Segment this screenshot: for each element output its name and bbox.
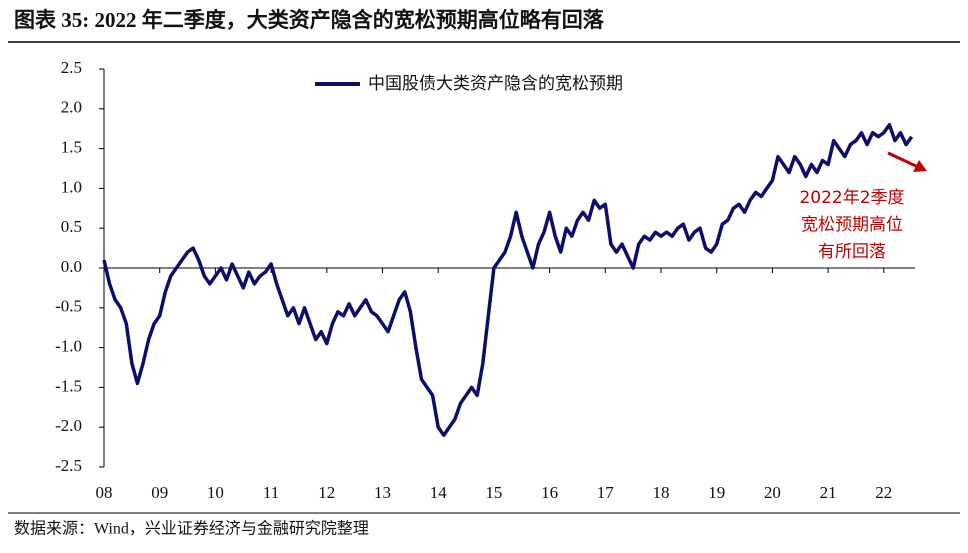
y-tick-label: -2.0 [55, 416, 82, 435]
annotation: 宽松预期高位 [801, 215, 903, 235]
x-tick-label: 09 [151, 483, 168, 502]
x-tick-label: 13 [374, 483, 391, 502]
y-tick-label: 1.0 [61, 177, 82, 196]
x-tick-label: 12 [318, 483, 335, 502]
x-tick-label: 14 [430, 483, 448, 502]
legend-label: 中国股债大类资产隐含的宽松预期 [368, 74, 623, 94]
y-tick-label: -2.5 [55, 456, 82, 475]
y-tick-label: 0.0 [61, 257, 82, 276]
annotation-arrow [887, 151, 919, 169]
x-tick-label: 16 [541, 483, 558, 502]
x-tick-label: 20 [764, 483, 781, 502]
x-tick-label: 22 [875, 483, 892, 502]
annotation-arrowhead [913, 160, 927, 172]
y-tick-label: 1.5 [61, 138, 82, 157]
x-tick-label: 19 [708, 483, 725, 502]
source-note: 数据来源：Wind，兴业证券经济与金融研究院整理 [14, 520, 369, 538]
x-tick-label: 18 [653, 483, 670, 502]
y-tick-label: -1.5 [55, 376, 82, 395]
x-tick-label: 08 [96, 483, 113, 502]
x-tick-label: 15 [485, 483, 502, 502]
x-tick-label: 10 [207, 483, 224, 502]
y-tick-label: 2.0 [61, 98, 82, 117]
annotation: 2022年2季度 [799, 188, 904, 208]
x-tick-label: 21 [820, 483, 837, 502]
y-tick-label: -1.0 [55, 337, 82, 356]
y-tick-label: 2.5 [61, 58, 82, 77]
series-line [102, 122, 914, 437]
x-tick-label: 11 [263, 483, 279, 502]
x-tick-label: 17 [597, 483, 615, 502]
annotation: 有所回落 [818, 242, 886, 262]
chart-title: 图表 35: 2022 年二季度，大类资产隐含的宽松预期高位略有回落 [14, 8, 605, 32]
y-tick-label: 0.5 [61, 217, 82, 236]
y-tick-label: -0.5 [55, 297, 82, 316]
